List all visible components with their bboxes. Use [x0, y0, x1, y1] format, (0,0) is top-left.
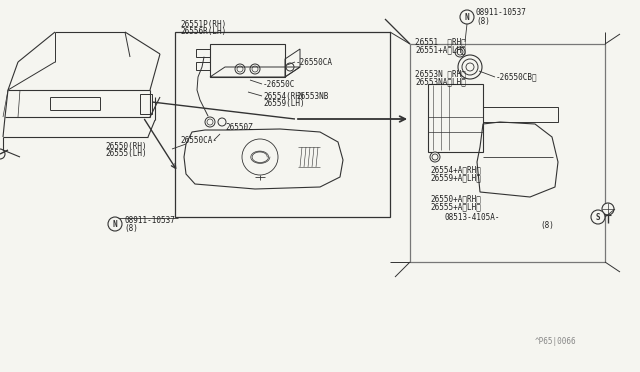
Text: ^P65|0066: ^P65|0066 [535, 337, 577, 346]
Text: S: S [596, 212, 600, 221]
Text: 26559(LH): 26559(LH) [263, 99, 305, 108]
Text: (8): (8) [124, 224, 138, 232]
Text: 26551+A〈LH〉: 26551+A〈LH〉 [415, 45, 466, 55]
Text: (8): (8) [540, 221, 554, 230]
Circle shape [430, 152, 440, 162]
Text: 26550(RH): 26550(RH) [105, 141, 147, 151]
Text: -26550CB〉: -26550CB〉 [496, 73, 538, 81]
Text: 26553NB: 26553NB [296, 92, 328, 100]
Text: 08513-4105A-: 08513-4105A- [445, 212, 500, 221]
Text: 26556R(LH): 26556R(LH) [180, 26, 227, 35]
Circle shape [602, 203, 614, 215]
Bar [175, 32, 390, 217]
Circle shape [108, 217, 122, 231]
Bar [196, 62, 210, 70]
Bar [483, 107, 558, 122]
Text: 26559+A〈LH〉: 26559+A〈LH〉 [430, 173, 481, 183]
Text: 26553NA〈LH〉: 26553NA〈LH〉 [415, 77, 466, 87]
Text: 26553N 〈RH〉: 26553N 〈RH〉 [415, 70, 466, 78]
Circle shape [458, 55, 482, 79]
Circle shape [455, 47, 465, 57]
Bar [428, 84, 483, 152]
Text: 26550+A〈RH〉: 26550+A〈RH〉 [430, 195, 481, 203]
Text: 08911-10537: 08911-10537 [124, 215, 175, 224]
Text: 26554+A〈RH〉: 26554+A〈RH〉 [430, 166, 481, 174]
Text: 26554(RH): 26554(RH) [263, 92, 305, 100]
Text: (8): (8) [476, 16, 490, 26]
Text: 26551  〈RH〉: 26551 〈RH〉 [415, 38, 466, 46]
Text: 26555+A〈LH〉: 26555+A〈LH〉 [430, 202, 481, 212]
Text: 26555(LH): 26555(LH) [105, 148, 147, 157]
Bar [140, 94, 152, 114]
Circle shape [460, 10, 474, 24]
Text: 26550CA-: 26550CA- [180, 135, 217, 144]
Bar [196, 49, 210, 57]
Text: 26550Z: 26550Z [225, 122, 253, 131]
Text: N: N [465, 13, 469, 22]
Text: N: N [113, 219, 117, 228]
Bar [410, 44, 605, 262]
Text: -26550CA: -26550CA [296, 58, 333, 67]
Text: -26550C: -26550C [263, 80, 296, 89]
Text: 26551P(RH): 26551P(RH) [180, 19, 227, 29]
Circle shape [591, 210, 605, 224]
Text: 08911-10537: 08911-10537 [476, 7, 527, 16]
